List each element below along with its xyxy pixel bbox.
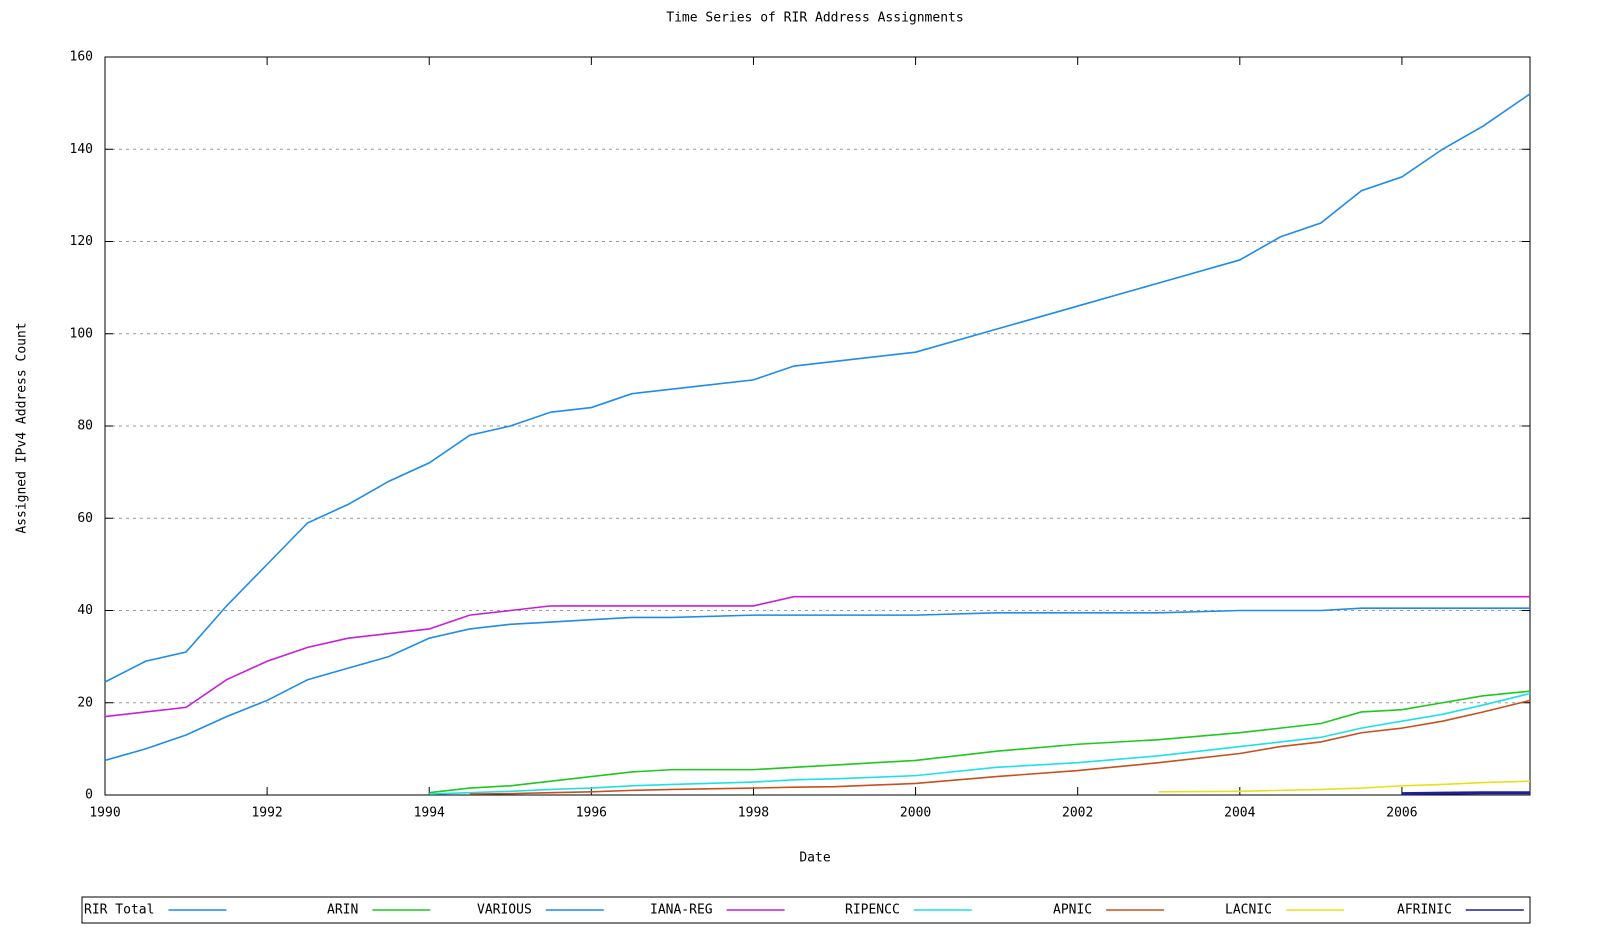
legend-label: AFRINIC <box>1397 903 1452 918</box>
series-line <box>104 93 1531 683</box>
x-tick-label: 1990 <box>89 806 120 821</box>
series-line <box>1158 780 1531 793</box>
legend-label: IANA-REG <box>650 903 713 918</box>
series-line <box>1401 791 1530 796</box>
x-tick-label: 1996 <box>576 806 607 821</box>
x-tick-label: 1992 <box>251 806 282 821</box>
x-tick-label: 2002 <box>1062 806 1093 821</box>
y-tick-label: 20 <box>77 695 93 710</box>
x-tick-label: 2006 <box>1386 806 1417 821</box>
y-axis-label: Assigned IPv4 Address Count <box>15 322 30 533</box>
x-axis-label: Date <box>799 851 830 866</box>
y-tick-label: 60 <box>77 511 93 526</box>
legend-label: RIR Total <box>84 903 154 918</box>
legend-label: VARIOUS <box>477 903 532 918</box>
y-tick-label: 80 <box>77 419 93 434</box>
x-tick-label: 1998 <box>738 806 769 821</box>
chart-title: Time Series of RIR Address Assignments <box>666 11 963 26</box>
series-line <box>104 595 1530 718</box>
x-tick-label: 1994 <box>414 806 445 821</box>
y-tick-label: 100 <box>70 326 93 341</box>
x-tick-label: 2004 <box>1224 806 1255 821</box>
legend-label: RIPENCC <box>845 903 900 918</box>
legend-label: APNIC <box>1053 903 1092 918</box>
legend-label: ARIN <box>327 903 358 918</box>
y-tick-label: 160 <box>70 50 93 65</box>
series-line <box>429 690 1531 794</box>
x-tick-label: 2000 <box>900 806 931 821</box>
legend-box <box>81 896 1531 924</box>
series-line <box>469 699 1531 795</box>
y-tick-label: 0 <box>85 788 93 803</box>
y-tick-label: 140 <box>70 142 93 157</box>
y-tick-label: 120 <box>70 234 93 249</box>
legend-label: LACNIC <box>1225 903 1272 918</box>
series-line <box>429 692 1531 795</box>
y-tick-label: 40 <box>77 603 93 618</box>
series-line <box>104 607 1530 762</box>
